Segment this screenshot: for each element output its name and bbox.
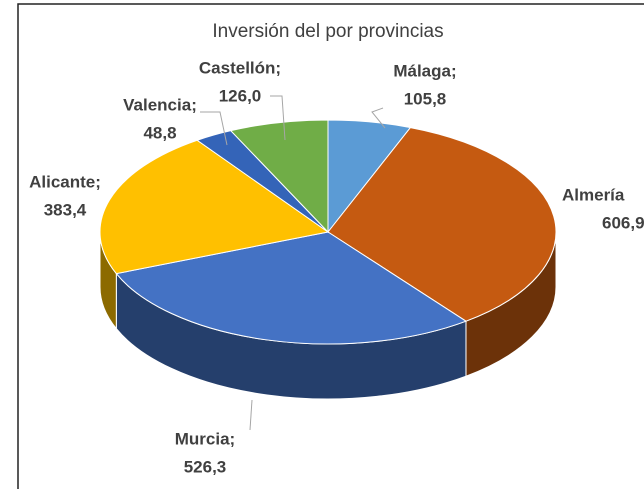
label-category: Murcia;	[175, 429, 235, 448]
leader-line	[200, 111, 228, 146]
label-category: Valencia;	[123, 95, 197, 114]
label-value: 105,8	[404, 89, 447, 108]
leader-line	[371, 107, 386, 129]
slice	[99, 139, 330, 275]
label-category: Málaga;	[393, 61, 456, 80]
label-category: Almería	[562, 185, 625, 204]
label-value: 526,3	[184, 457, 227, 476]
chart-title: Inversión del por provincias	[212, 21, 443, 42]
slice	[327, 127, 557, 322]
label-value: 383,4	[44, 200, 87, 219]
label-value: 48,8	[143, 123, 176, 142]
slice	[115, 231, 468, 345]
label-value: 606,9	[602, 213, 644, 232]
slice	[229, 119, 329, 234]
label-category: Alicante;	[29, 172, 101, 191]
label-value: 126,0	[219, 86, 262, 105]
leader-line	[270, 95, 286, 141]
data-labels: Málaga; 105,8 Almería 606,9 Murcia; 526,3 Alic…	[29, 58, 644, 476]
label-category: Castellón;	[199, 58, 281, 77]
pie-tops	[99, 119, 557, 345]
leader-line	[249, 399, 253, 431]
